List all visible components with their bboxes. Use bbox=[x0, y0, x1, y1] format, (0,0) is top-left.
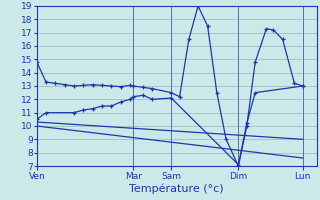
X-axis label: Température (°c): Température (°c) bbox=[130, 183, 224, 194]
